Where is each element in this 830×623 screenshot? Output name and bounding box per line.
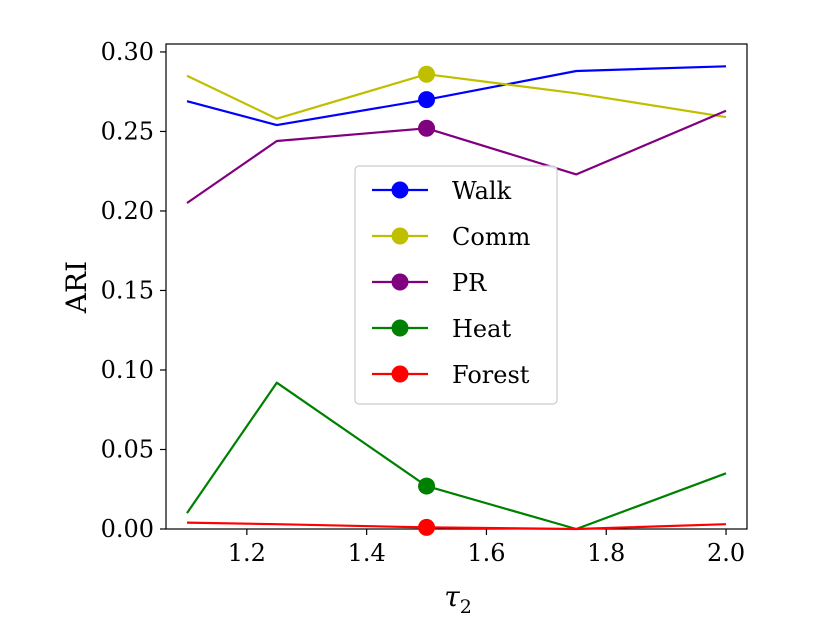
legend-marker-forest	[391, 365, 409, 383]
y-tick-label: 0.30	[101, 38, 154, 66]
y-tick-label: 0.00	[101, 515, 154, 543]
series-marker-walk	[418, 91, 436, 109]
series-marker-comm	[418, 65, 436, 83]
y-tick-label: 0.10	[101, 356, 154, 384]
x-axis-label-main: τ	[444, 580, 460, 613]
legend-label-walk: Walk	[452, 177, 512, 205]
series-layer	[186, 65, 727, 536]
x-tick-label: 1.2	[228, 539, 266, 567]
legend-marker-heat	[391, 319, 409, 337]
y-tick-label: 0.05	[101, 435, 154, 463]
y-tick-label: 0.25	[101, 117, 154, 145]
legend-label-heat: Heat	[452, 315, 511, 343]
y-tick-label: 0.20	[101, 197, 154, 225]
series-marker-pr	[418, 119, 436, 137]
legend-marker-pr	[391, 273, 409, 291]
x-axis-label: τ2	[444, 580, 472, 618]
legend-frame	[354, 165, 558, 405]
x-tick-label: 1.4	[348, 539, 386, 567]
legend-marker-comm	[391, 227, 409, 245]
x-tick-label: 1.6	[467, 539, 505, 567]
x-axis-label-subscript: 2	[460, 596, 472, 618]
legend-items: Walk Comm PR Heat Forest	[372, 177, 531, 389]
series-marker-heat	[418, 477, 436, 495]
legend-marker-walk	[391, 181, 409, 199]
legend-label-comm: Comm	[452, 223, 531, 251]
x-tick-label: 1.8	[587, 539, 625, 567]
y-tick-label: 0.15	[101, 276, 154, 304]
series-marker-forest	[418, 518, 436, 536]
legend-label-forest: Forest	[452, 361, 530, 389]
ticks-layer: 1.2 1.4 1.6 1.8 2.0 0.00 0.05 0.10 0.15 0.20 0.25 0…	[101, 38, 746, 567]
x-tick-label: 2.0	[707, 539, 745, 567]
y-axis-label: ARI	[60, 261, 93, 314]
legend-label-pr: PR	[452, 269, 487, 297]
legend: Walk Comm PR Heat Forest	[354, 165, 558, 405]
